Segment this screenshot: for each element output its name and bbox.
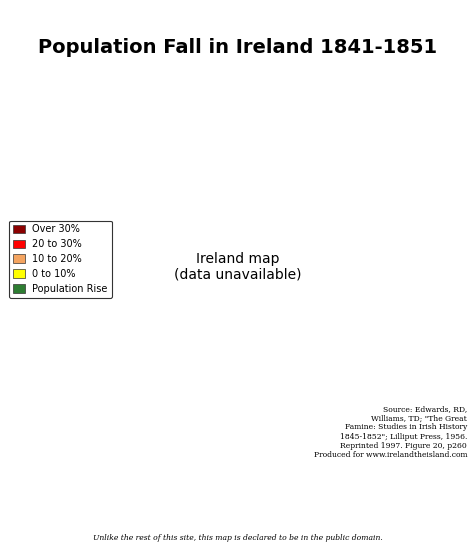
Text: Ireland map
(data unavailable): Ireland map (data unavailable) <box>174 252 302 282</box>
Text: Unlike the rest of this site, this map is declared to be in the public domain.: Unlike the rest of this site, this map i… <box>93 534 383 542</box>
Legend: Over 30%, 20 to 30%, 10 to 20%, 0 to 10%, Population Rise: Over 30%, 20 to 30%, 10 to 20%, 0 to 10%… <box>9 221 112 298</box>
Text: Source: Edwards, RD,
Williams, TD; "The Great
Famine: Studies in Irish History
1: Source: Edwards, RD, Williams, TD; "The … <box>314 405 467 459</box>
Title: Population Fall in Ireland 1841-1851: Population Fall in Ireland 1841-1851 <box>39 38 437 57</box>
